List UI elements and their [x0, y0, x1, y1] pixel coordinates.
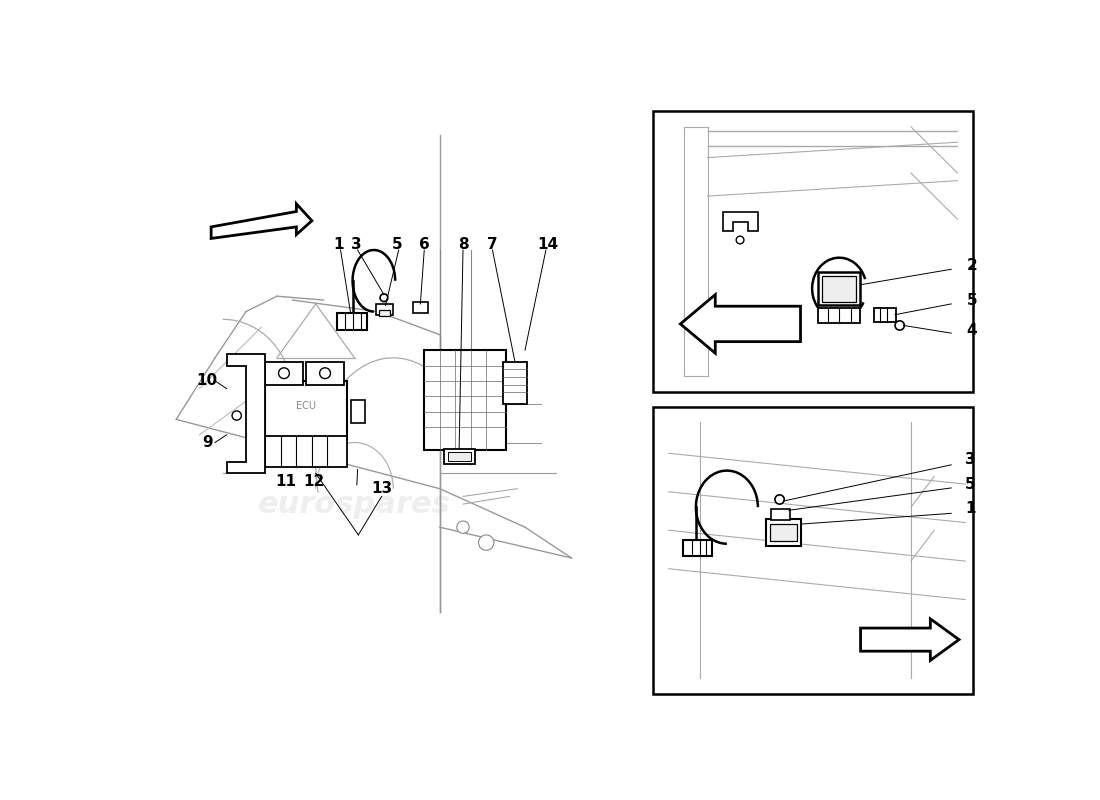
- Bar: [307, 362, 343, 385]
- Text: 6: 6: [419, 237, 430, 252]
- Polygon shape: [860, 619, 959, 661]
- Text: 10: 10: [197, 374, 218, 389]
- Bar: [443, 449, 474, 464]
- Text: 12: 12: [304, 474, 324, 489]
- Bar: [425, 350, 506, 450]
- Bar: [379, 310, 390, 316]
- Bar: [653, 407, 974, 694]
- Bar: [338, 313, 367, 330]
- Bar: [376, 304, 394, 314]
- Text: 14: 14: [538, 237, 559, 252]
- Text: 4: 4: [967, 323, 978, 338]
- Text: 5: 5: [392, 237, 403, 252]
- Bar: [265, 436, 346, 467]
- Text: 13: 13: [371, 481, 393, 496]
- Polygon shape: [211, 204, 312, 238]
- Circle shape: [381, 294, 388, 302]
- Bar: [265, 381, 346, 438]
- Bar: [265, 362, 302, 385]
- Circle shape: [895, 321, 904, 330]
- Text: eurospares: eurospares: [751, 242, 874, 261]
- Text: 1: 1: [333, 237, 344, 252]
- Text: 7: 7: [487, 237, 498, 252]
- Bar: [817, 271, 860, 306]
- Bar: [412, 302, 428, 313]
- Text: eurospares: eurospares: [258, 490, 451, 518]
- Bar: [653, 111, 974, 392]
- Text: 3: 3: [965, 452, 976, 467]
- Text: 1: 1: [965, 502, 976, 516]
- Text: 11: 11: [276, 474, 297, 489]
- Circle shape: [320, 368, 330, 378]
- Circle shape: [478, 535, 494, 550]
- Circle shape: [736, 236, 744, 244]
- Text: 5: 5: [965, 477, 976, 491]
- Circle shape: [456, 521, 470, 534]
- Text: ECU: ECU: [297, 401, 317, 410]
- Text: 2: 2: [967, 258, 978, 273]
- Bar: [874, 308, 895, 322]
- Text: 9: 9: [202, 435, 212, 450]
- Bar: [683, 539, 712, 557]
- Bar: [448, 452, 471, 461]
- Bar: [766, 518, 801, 546]
- Bar: [771, 509, 790, 519]
- Bar: [504, 362, 527, 404]
- Bar: [770, 524, 796, 541]
- Polygon shape: [723, 211, 758, 230]
- Bar: [817, 308, 860, 323]
- Bar: [822, 276, 856, 302]
- Circle shape: [232, 411, 241, 420]
- Circle shape: [774, 495, 784, 504]
- Text: 5: 5: [967, 293, 978, 307]
- Circle shape: [278, 368, 289, 378]
- Bar: [351, 400, 364, 423]
- Text: 3: 3: [351, 237, 362, 252]
- Polygon shape: [227, 354, 265, 474]
- Text: 8: 8: [458, 237, 469, 252]
- Polygon shape: [681, 294, 801, 353]
- Text: eurospares: eurospares: [751, 541, 874, 560]
